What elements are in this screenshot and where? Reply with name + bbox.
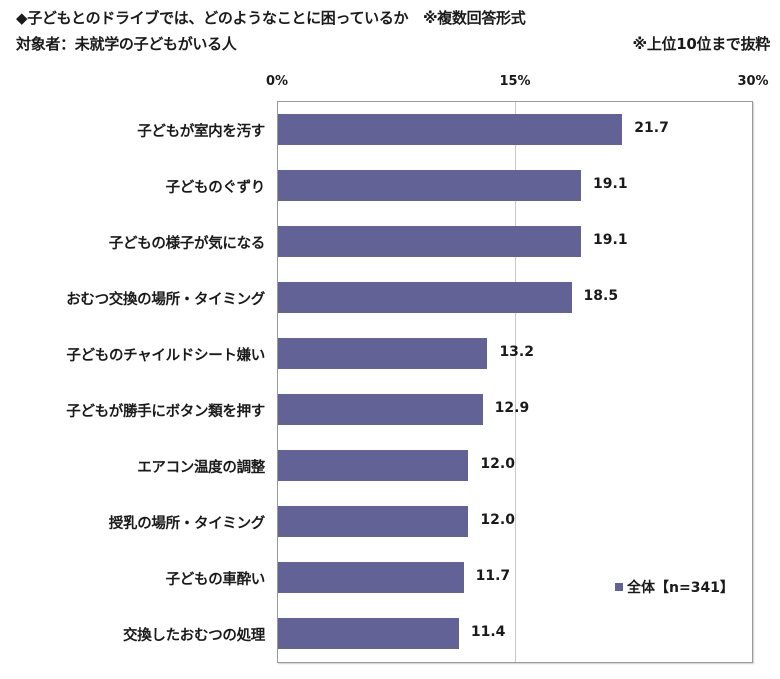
category-label: 交換したおむつの処理 [123,628,265,644]
bar-row: 21.7 [278,102,752,158]
category-label: 子どものチャイルドシート嫌い [66,348,265,364]
bar-row: 11.7 [278,550,752,606]
bar-row: 19.1 [278,158,752,214]
value-label: 19.1 [593,176,628,192]
bar-row: 12.9 [278,382,752,438]
bar [278,282,572,313]
bar [278,618,459,649]
bar [278,394,483,425]
category-label: 子どもが勝手にボタン類を押す [66,404,265,420]
bar [278,506,469,537]
chart-note: ※上位10位まで抜粋 [632,35,771,53]
bar [278,114,623,145]
category-label: エアコン温度の調整 [137,460,265,476]
x-tick-label: 30% [737,74,769,89]
plot-area: 21.7 19.1 19.1 18.5 13.2 12.9 12.0 12.0 11.7 11.4 [277,101,753,663]
value-label: 11.7 [475,568,511,584]
value-label: 21.7 [634,120,669,136]
bar [278,450,469,481]
value-label: 19.1 [593,232,628,248]
value-label: 12.0 [480,512,515,528]
legend-label: 全体【n=341】 [627,580,734,596]
bar-row: 19.1 [278,214,752,270]
bar [278,170,582,201]
category-label: 子どもが室内を汚す [137,124,265,140]
category-label: 子どもの車酔い [165,572,266,588]
category-label: 子どものぐずり [165,180,266,196]
bar-row: 11.4 [278,606,752,662]
category-label: おむつ交換の場所・タイミング [66,292,265,308]
legend: 全体【n=341】 [615,577,734,597]
legend-swatch-icon [615,583,623,591]
chart-subtitle: 対象者：未就学の子どもがいる人 [16,35,237,53]
value-label: 13.2 [499,344,534,360]
bar [278,226,582,257]
category-label: 授乳の場所・タイミング [108,516,266,532]
bar-row: 12.0 [278,438,752,494]
category-label: 子どもの様子が気になる [108,236,266,252]
bar-row: 18.5 [278,270,752,326]
x-tick-label: 0% [265,74,289,89]
x-tick-label: 15% [499,74,531,89]
bar [278,562,464,593]
bar-row: 13.2 [278,326,752,382]
chart-title: ◆子どもとのドライブでは、どのようなことに困っているか ※複数回答形式 [16,9,526,27]
value-label: 18.5 [583,288,619,304]
bar-row: 12.0 [278,494,752,550]
bar [278,338,488,369]
value-label: 12.9 [494,400,530,416]
gridline [515,102,516,662]
value-label: 12.0 [480,456,515,472]
value-label: 11.4 [470,624,506,640]
